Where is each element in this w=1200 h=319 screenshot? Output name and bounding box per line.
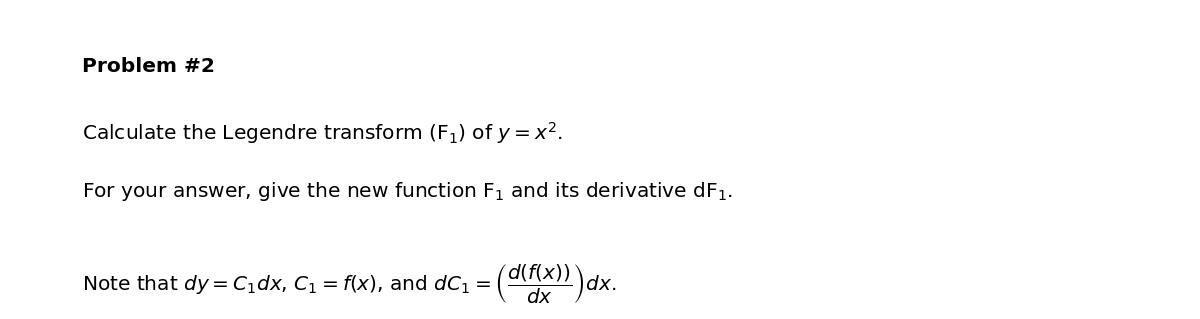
- Text: Note that $dy = C_1 dx$, $C_1 = f(x)$, and $dC_1 = \left(\dfrac{d(f(x))}{dx}\rig: Note that $dy = C_1 dx$, $C_1 = f(x)$, a…: [82, 263, 616, 307]
- Text: Calculate the Legendre transform (F$_1$) of $y = x^2$.: Calculate the Legendre transform (F$_1$)…: [82, 120, 563, 145]
- Text: Problem #2: Problem #2: [82, 57, 215, 77]
- Text: For your answer, give the new function F$_1$ and its derivative dF$_1$.: For your answer, give the new function F…: [82, 180, 732, 203]
